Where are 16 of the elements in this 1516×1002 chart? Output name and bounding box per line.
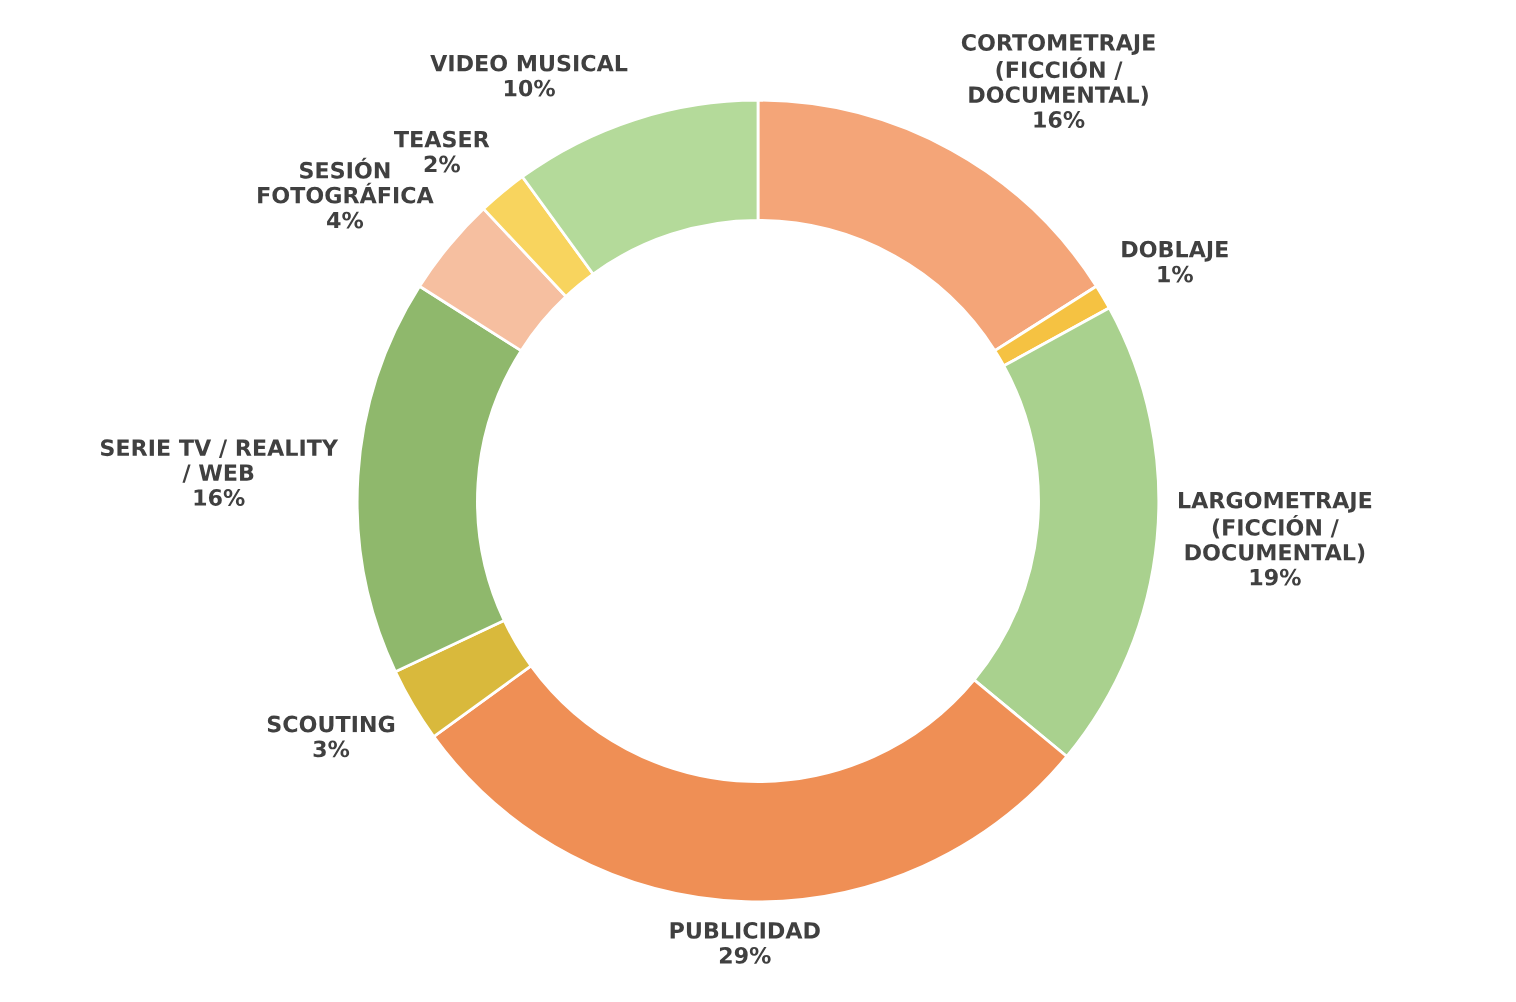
data-label: 4% <box>327 211 364 229</box>
data-label: 29% <box>719 946 771 964</box>
slice-label: VIDEO MUSICAL <box>430 54 628 72</box>
slice-label: SCOUTING <box>267 715 395 733</box>
data-label: 1% <box>1158 265 1193 283</box>
slice-label: DOBLAJE <box>1122 240 1228 262</box>
slice-label: SERIE TV / REALITY / WEB <box>100 439 339 483</box>
slice-label: LARGOMETRAJE (FICCIÓN / DOCUMENTAL) <box>1179 491 1372 564</box>
slice-label: TEASER <box>394 130 490 148</box>
slice-label: CORTOMETRAJE (FICCIÓN / DOCUMENTAL) <box>961 34 1155 106</box>
data-label: 16% <box>1034 111 1085 128</box>
data-label: 10% <box>504 79 555 97</box>
data-label: 19% <box>1250 568 1301 586</box>
slice-label: PUBLICIDAD <box>670 922 820 939</box>
data-label: 3% <box>313 740 350 758</box>
data-label: 16% <box>194 489 245 506</box>
